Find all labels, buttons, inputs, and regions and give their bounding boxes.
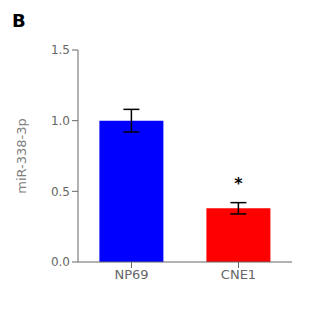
html-text:B: B xyxy=(12,10,26,31)
svg-text:1.0: 1.0 xyxy=(51,114,70,128)
svg-text:miR-338-3p: miR-338-3p xyxy=(14,118,29,194)
svg-text:*: * xyxy=(234,174,243,193)
svg-text:NP69: NP69 xyxy=(114,267,148,282)
svg-text:0.5: 0.5 xyxy=(51,185,70,199)
svg-text:1.5: 1.5 xyxy=(51,43,70,57)
svg-text:CNE1: CNE1 xyxy=(221,267,256,282)
svg-text:0.0: 0.0 xyxy=(51,255,70,269)
